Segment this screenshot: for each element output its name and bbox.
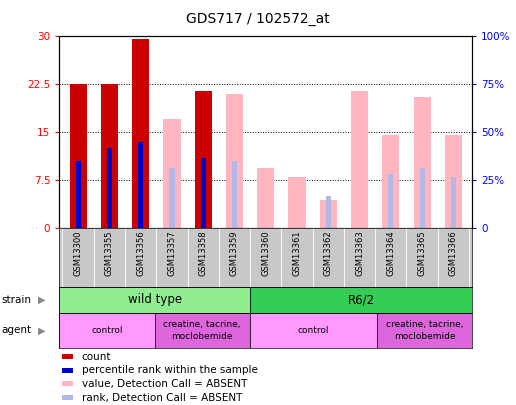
Text: count: count (82, 352, 111, 362)
Bar (59, 287, 250, 313)
Text: GSM13359: GSM13359 (230, 230, 239, 276)
Text: GSM13362: GSM13362 (324, 230, 333, 276)
Text: rank, Detection Call = ABSENT: rank, Detection Call = ABSENT (82, 392, 242, 403)
Text: agent: agent (1, 326, 31, 335)
Bar (445, 135, 462, 228)
Text: control: control (91, 326, 123, 335)
Bar (250, 287, 472, 313)
Bar (288, 177, 305, 228)
Text: ▶: ▶ (38, 326, 45, 335)
Text: wild type: wild type (127, 293, 182, 307)
Bar (155, 313, 250, 348)
Bar (257, 168, 275, 228)
Text: GSM13300: GSM13300 (74, 230, 83, 276)
Bar (250, 313, 377, 348)
Bar (164, 119, 181, 228)
Bar (75, 161, 80, 228)
Text: percentile rank within the sample: percentile rank within the sample (82, 365, 257, 375)
Text: R6/2: R6/2 (347, 293, 375, 307)
Text: strain: strain (1, 295, 31, 305)
Text: creatine, tacrine,
moclobemide: creatine, tacrine, moclobemide (164, 320, 241, 341)
Text: GSM13364: GSM13364 (386, 230, 395, 276)
Bar (451, 177, 456, 228)
Bar (59, 313, 155, 348)
Text: value, Detection Call = ABSENT: value, Detection Call = ABSENT (82, 379, 247, 389)
Bar (420, 168, 425, 228)
Bar (201, 158, 206, 228)
Bar (320, 200, 337, 228)
Text: control: control (298, 326, 329, 335)
Text: GSM13355: GSM13355 (105, 230, 114, 276)
Bar (70, 84, 87, 228)
Bar (351, 91, 368, 228)
Text: GSM13356: GSM13356 (136, 230, 145, 276)
Text: creatine, tacrine,
moclobemide: creatine, tacrine, moclobemide (386, 320, 463, 341)
Bar (169, 168, 174, 228)
Text: GSM13366: GSM13366 (449, 230, 458, 276)
Text: ▶: ▶ (38, 295, 45, 305)
Text: GSM13360: GSM13360 (261, 230, 270, 276)
Bar (382, 135, 399, 228)
Text: GSM13361: GSM13361 (293, 230, 301, 276)
Bar (101, 84, 118, 228)
Text: GSM13363: GSM13363 (355, 230, 364, 276)
Text: GSM13357: GSM13357 (167, 230, 176, 276)
Bar (388, 174, 393, 228)
Bar (413, 97, 431, 228)
Bar (326, 196, 331, 228)
Text: GDS717 / 102572_at: GDS717 / 102572_at (186, 12, 330, 26)
Bar (107, 148, 112, 228)
Bar (232, 161, 237, 228)
Text: GSM13358: GSM13358 (199, 230, 208, 276)
Bar (132, 39, 149, 228)
Bar (138, 142, 143, 228)
Bar (195, 91, 212, 228)
Bar (377, 313, 472, 348)
Bar (226, 94, 243, 228)
Text: GSM13365: GSM13365 (417, 230, 427, 276)
